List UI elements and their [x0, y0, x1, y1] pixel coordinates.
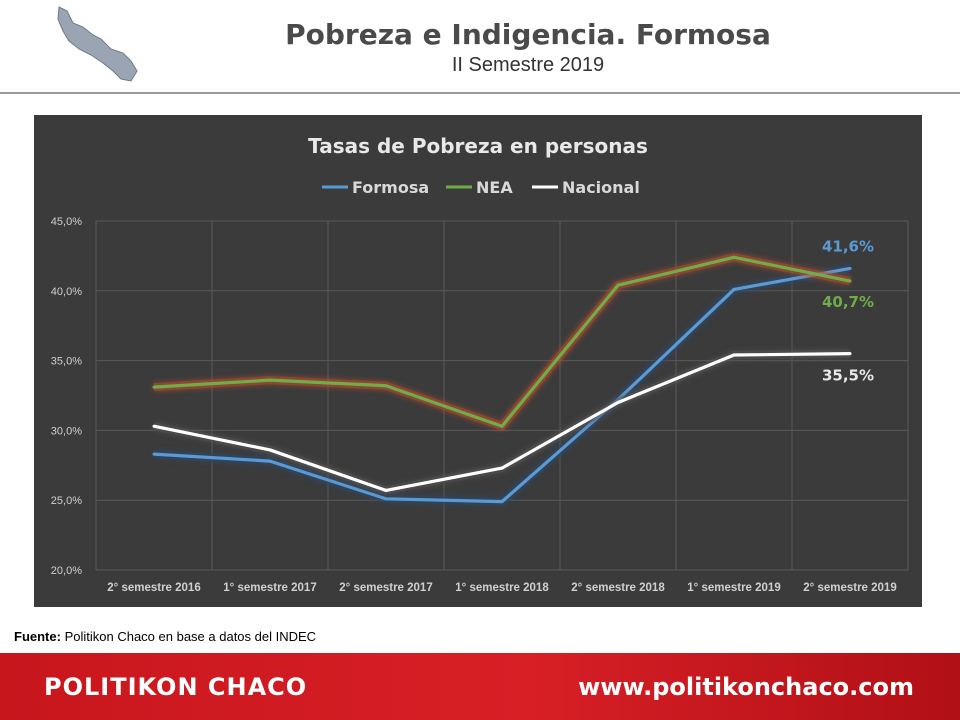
data-point: [152, 385, 156, 389]
data-point: [616, 400, 620, 404]
data-point: [384, 488, 388, 492]
data-point: [268, 378, 272, 382]
x-tick-label: 2° semestre 2018: [571, 582, 665, 594]
data-point: [500, 500, 504, 504]
series-glow: [153, 253, 851, 431]
data-point: [384, 384, 388, 388]
x-tick-label: 2° semestre 2016: [107, 582, 200, 594]
page-title: Pobreza e Indigencia. Formosa: [285, 18, 771, 51]
x-tick-label: 1° semestre 2019: [687, 582, 780, 594]
data-point: [732, 287, 736, 291]
y-tick-label: 20,0%: [51, 565, 82, 577]
data-label: 35,5%: [822, 367, 874, 385]
end-labels: 41,6% 40,7% 35,5%: [822, 237, 874, 384]
footer-brand: POLITIKON CHACO: [44, 673, 308, 701]
y-tick-label: 30,0%: [51, 425, 82, 437]
data-point: [848, 352, 852, 356]
data-point: [500, 466, 504, 470]
data-point: [616, 283, 620, 287]
x-axis-ticks: 2° semestre 2016 1° semestre 2017 2° semes…: [107, 582, 896, 594]
source-text: Politikon Chaco en base a datos del INDE…: [64, 629, 317, 644]
x-tick-label: 1° semestre 2017: [223, 582, 316, 594]
data-point: [268, 459, 272, 463]
legend-label: NEA: [476, 178, 513, 197]
chart-series: [152, 253, 852, 506]
y-tick-label: 35,0%: [51, 356, 82, 368]
data-point: [268, 448, 272, 452]
header-divider: [0, 92, 960, 94]
data-label: 41,6%: [822, 237, 874, 255]
y-tick-label: 45,0%: [51, 216, 82, 228]
source-label: Fuente:: [14, 629, 61, 644]
footer-url-link[interactable]: www.politikonchaco.com: [578, 673, 914, 701]
data-point: [152, 424, 156, 428]
x-tick-label: 2° semestre 2019: [803, 582, 896, 594]
legend-label: Nacional: [562, 178, 640, 197]
chart-title: Tasas de Pobreza en personas: [308, 134, 648, 158]
data-point: [848, 266, 852, 270]
y-tick-label: 40,0%: [51, 286, 82, 298]
data-point: [732, 255, 736, 259]
series-line: [153, 255, 851, 428]
source-note: Fuente: Politikon Chaco en base a datos …: [14, 629, 316, 644]
y-tick-label: 25,0%: [51, 495, 82, 507]
data-label: 40,7%: [822, 293, 874, 311]
page-subtitle: II Semestre 2019: [451, 54, 605, 76]
x-tick-label: 1° semestre 2018: [455, 582, 549, 594]
x-tick-label: 2° semestre 2017: [339, 582, 432, 594]
data-point: [848, 279, 852, 283]
legend-label: Formosa: [352, 178, 429, 197]
data-point: [384, 497, 388, 501]
chart-legend: Formosa NEA Nacional: [322, 178, 640, 197]
data-point: [152, 452, 156, 456]
data-point: [732, 353, 736, 357]
footer-bar: POLITIKON CHACO www.politikonchaco.com: [0, 653, 960, 720]
y-axis-ticks: 20,0% 25,0% 30,0% 35,0% 40,0% 45,0%: [51, 216, 82, 577]
poverty-line-chart: Tasas de Pobreza en personas Formosa NEA N…: [51, 134, 909, 594]
chart-grid: [95, 220, 909, 571]
formosa-map-icon: [57, 6, 138, 82]
data-point: [500, 424, 504, 428]
